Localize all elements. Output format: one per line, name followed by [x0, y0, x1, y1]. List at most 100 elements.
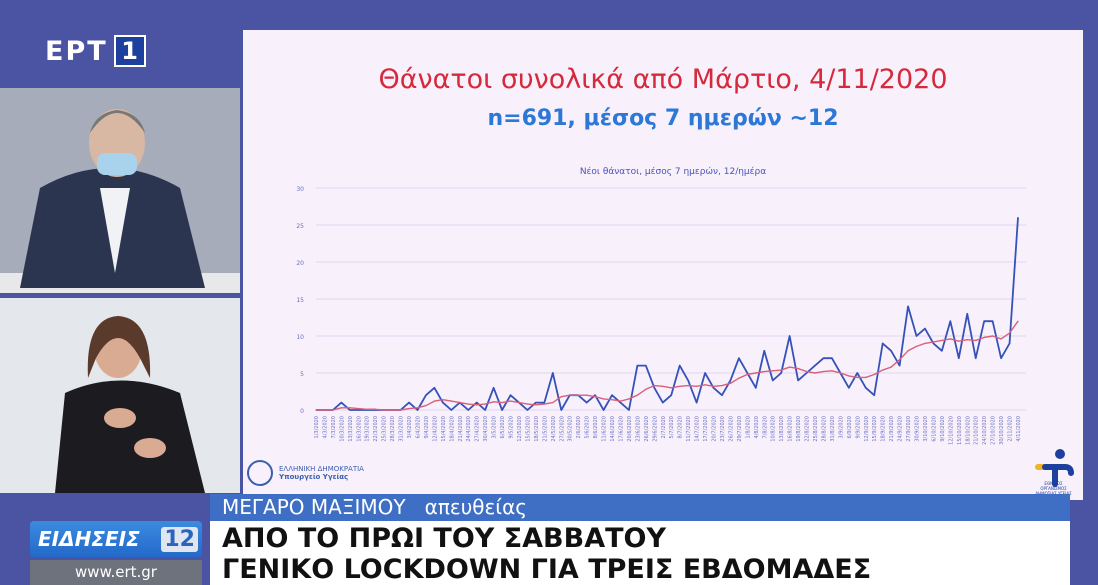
daily-deaths-point — [476, 402, 478, 404]
seven-day-average-point — [890, 366, 892, 368]
x-tick-label: 7/3/2020 — [331, 416, 337, 438]
sign-language-interpreter-video — [0, 298, 240, 493]
daily-deaths-point — [755, 387, 757, 389]
seven-day-average-point — [399, 409, 402, 411]
seven-day-average-point — [865, 376, 867, 379]
daily-deaths-line — [316, 217, 1019, 411]
slide-title: Θάνατοι συνολικά από Μάρτιο, 4/11/2020 — [378, 64, 948, 95]
x-tick-label: 29/6/2020 — [652, 416, 658, 442]
daily-deaths-point — [975, 357, 977, 359]
channel-logo: ΕΡΤ 1 — [45, 35, 146, 67]
seven-day-average-point — [898, 359, 901, 361]
daily-deaths-point — [882, 342, 884, 344]
seven-day-average-point — [425, 404, 427, 407]
seven-day-average-point — [560, 396, 562, 398]
daily-deaths-point — [357, 409, 359, 411]
x-tick-label: 18/4/2020 — [449, 416, 455, 442]
x-tick-label: 6/5/2020 — [500, 416, 506, 438]
x-tick-label: 10/3/2020 — [339, 416, 345, 442]
speaker-video — [0, 88, 240, 293]
y-tick-label: 20 — [296, 260, 304, 267]
org-line2: Υπουργείο Υγείας — [279, 473, 349, 481]
seven-day-average-point — [983, 336, 985, 339]
seven-day-average-point — [391, 409, 393, 411]
seven-day-average-point — [383, 409, 385, 411]
seven-day-average-point — [577, 394, 579, 396]
seven-day-average-point — [822, 370, 825, 373]
seven-day-average-point — [670, 387, 672, 389]
seven-day-average-point — [696, 385, 698, 387]
daily-deaths-point — [340, 402, 342, 404]
seven-day-average-point — [374, 408, 376, 410]
slide-subtitle: n=691, μέσος 7 ημερών ~12 — [487, 106, 839, 131]
daily-deaths-point — [594, 394, 596, 396]
x-tick-label: 2/11/2020 — [1008, 416, 1014, 442]
news-show-badge: ΕΙΔΗΣΕΙΣ 12 — [30, 521, 202, 557]
x-tick-label: 6/9/2020 — [847, 416, 853, 438]
daily-deaths-point — [907, 305, 909, 307]
daily-deaths-point — [738, 357, 740, 359]
daily-deaths-point — [772, 379, 774, 381]
x-tick-label: 4/8/2020 — [754, 416, 760, 438]
daily-deaths-point — [797, 379, 799, 381]
x-tick-label: 5/6/2020 — [585, 416, 591, 438]
x-tick-label: 2/6/2020 — [576, 416, 582, 438]
x-tick-label: 23/6/2020 — [635, 416, 641, 442]
daily-deaths-point — [543, 402, 545, 404]
daily-deaths-point — [509, 394, 512, 396]
daily-deaths-point — [890, 350, 892, 352]
daily-deaths-point — [729, 379, 732, 381]
daily-deaths-point — [966, 313, 968, 315]
x-tick-label: 1/8/2020 — [745, 416, 751, 438]
show-label: ΕΙΔΗΣΕΙΣ — [38, 527, 140, 551]
daily-deaths-point — [789, 335, 791, 337]
daily-deaths-point — [442, 402, 444, 404]
x-tick-label: 22/3/2020 — [373, 416, 379, 442]
x-tick-label: 28/3/2020 — [390, 416, 396, 442]
x-tick-label: 12/9/2020 — [864, 416, 870, 442]
daily-deaths-point — [619, 402, 622, 404]
seven-day-average-point — [459, 402, 461, 404]
seven-day-average-point — [509, 400, 512, 402]
live-label: απευθείας — [424, 495, 527, 519]
x-tick-label: 18/5/2020 — [534, 416, 540, 442]
x-tick-label: 12/5/2020 — [517, 416, 523, 442]
daily-deaths-point — [450, 409, 452, 411]
seven-day-average-point — [907, 350, 909, 352]
daily-deaths-point — [501, 409, 503, 411]
x-tick-label: 2/7/2020 — [661, 416, 667, 438]
greek-emblem-icon — [247, 460, 273, 486]
daily-deaths-point — [704, 372, 706, 374]
daily-deaths-point — [416, 409, 419, 411]
org-line1: ΕΛΛΗΝΙΚΗ ΔΗΜΟΚΡΑΤΙΑ — [279, 465, 364, 473]
x-tick-label: 21/10/2020 — [974, 416, 980, 445]
y-tick-label: 30 — [296, 186, 304, 193]
x-tick-label: 21/4/2020 — [458, 416, 464, 442]
seven-day-average-point — [729, 382, 732, 384]
x-tick-label: 11/7/2020 — [686, 416, 692, 442]
x-tick-label: 25/3/2020 — [382, 416, 388, 442]
seven-day-average-point — [332, 409, 334, 411]
x-tick-label: 10/8/2020 — [771, 416, 777, 442]
x-tick-label: 26/7/2020 — [728, 416, 734, 442]
daily-deaths-point — [645, 365, 647, 367]
x-tick-label: 31/8/2020 — [830, 416, 836, 442]
logo-text: ΕΡΤ — [45, 35, 108, 67]
daily-deaths-point — [408, 402, 410, 404]
seven-day-average-point — [932, 341, 935, 343]
daily-deaths-point — [856, 372, 858, 374]
seven-day-average-point — [315, 409, 317, 411]
daily-deaths-point — [1008, 342, 1011, 344]
daily-deaths-point — [831, 357, 833, 359]
x-tick-label: 15/10/2020 — [957, 416, 963, 445]
x-tick-label: 24/9/2020 — [898, 416, 904, 442]
x-tick-label: 18/9/2020 — [881, 416, 887, 442]
daily-deaths-point — [526, 409, 529, 411]
x-tick-label: 21/9/2020 — [889, 416, 895, 442]
x-tick-label: 27/9/2020 — [906, 416, 912, 442]
daily-deaths-point — [721, 394, 723, 396]
x-tick-label: 24/5/2020 — [551, 416, 557, 442]
daily-deaths-point — [636, 365, 638, 367]
seven-day-average-point — [433, 400, 436, 402]
seven-day-average-point — [679, 385, 681, 387]
